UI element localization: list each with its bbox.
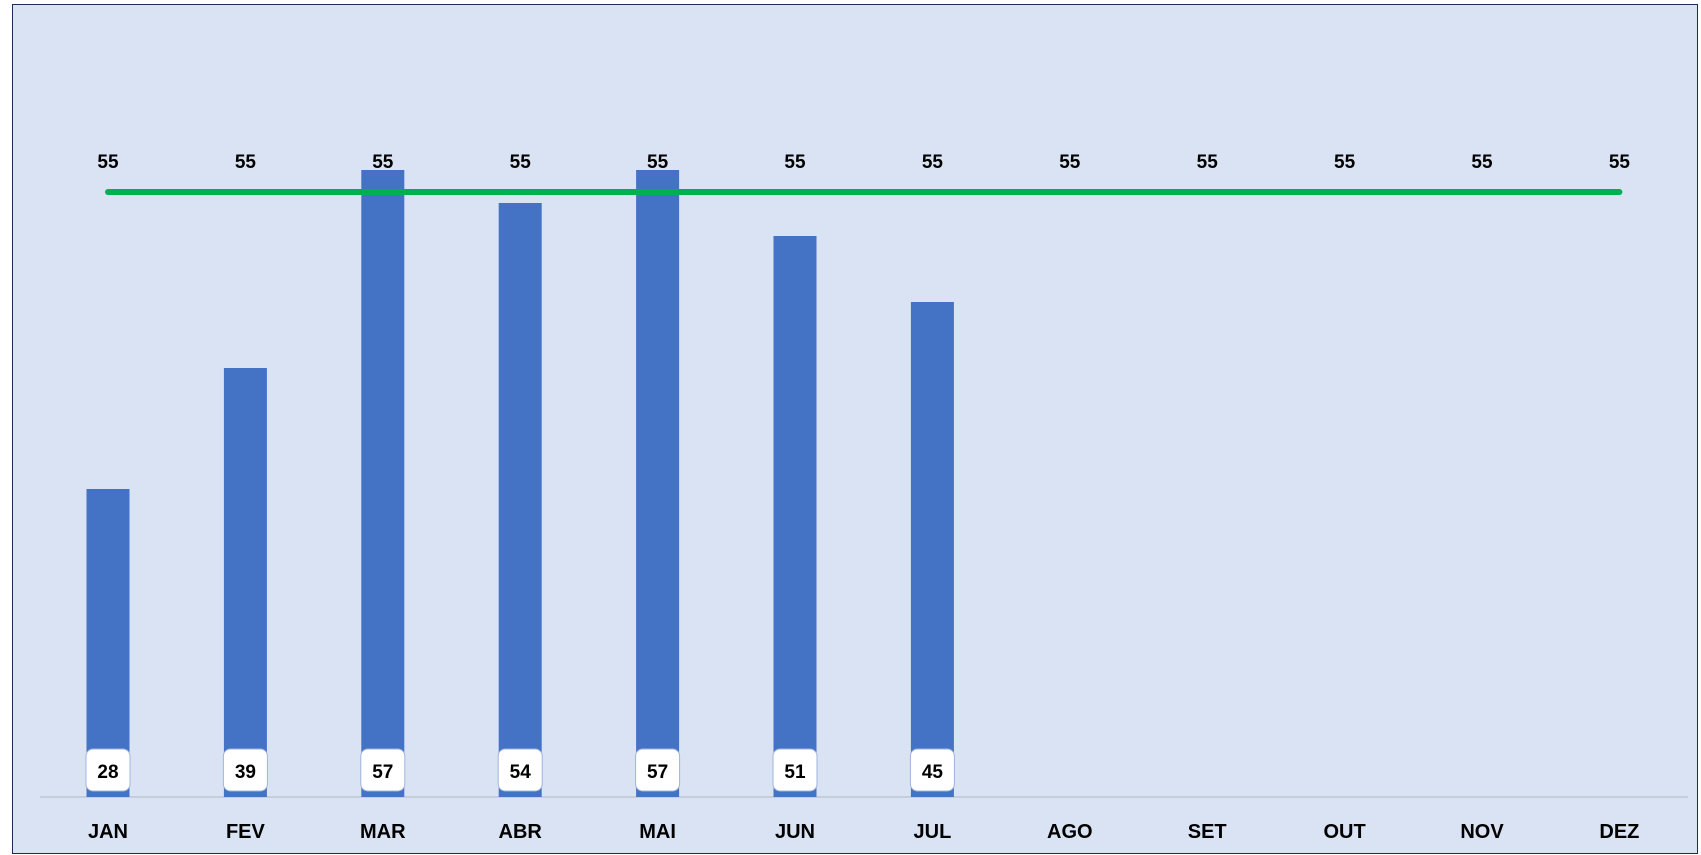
target-data-label: 55 bbox=[97, 152, 119, 173]
bar-data-label: 54 bbox=[510, 762, 532, 783]
x-tick-label: MAR bbox=[360, 821, 406, 843]
bar-fev bbox=[223, 368, 267, 797]
bar-data-label: 39 bbox=[235, 762, 256, 783]
bar-data-label: 51 bbox=[784, 762, 806, 783]
x-tick-label: AGO bbox=[1047, 821, 1093, 843]
target-data-label: 55 bbox=[1197, 152, 1219, 173]
target-data-label: 55 bbox=[1471, 152, 1493, 173]
target-data-label: 55 bbox=[784, 152, 806, 173]
x-tick-label: JAN bbox=[88, 821, 128, 843]
bar-data-label: 45 bbox=[922, 762, 944, 783]
bar-data-label-box bbox=[909, 748, 955, 792]
bar-data-label-box bbox=[85, 748, 131, 792]
x-tick-label: MAI bbox=[639, 821, 676, 843]
x-tick-label: SET bbox=[1188, 821, 1227, 843]
bar-abr bbox=[498, 203, 542, 797]
target-data-label: 55 bbox=[1059, 152, 1081, 173]
x-tick-label: DEZ bbox=[1599, 821, 1639, 843]
bar-data-label-box bbox=[772, 748, 818, 792]
bar-jun bbox=[773, 236, 817, 797]
bar-data-label-box bbox=[497, 748, 543, 792]
x-tick-label: JUN bbox=[775, 821, 815, 843]
x-tick-label: FEV bbox=[226, 821, 266, 843]
bar-jul bbox=[910, 302, 954, 797]
bar-data-label: 57 bbox=[647, 762, 668, 783]
bar-data-label-box bbox=[635, 748, 681, 792]
target-data-label: 55 bbox=[235, 152, 257, 173]
target-data-label: 55 bbox=[1334, 152, 1356, 173]
bar-mai bbox=[636, 170, 680, 797]
x-tick-label: NOV bbox=[1460, 821, 1504, 843]
bar-jan bbox=[86, 489, 130, 797]
target-data-label: 55 bbox=[372, 152, 394, 173]
bar-mar bbox=[361, 170, 405, 797]
target-data-label: 55 bbox=[922, 152, 944, 173]
bar-data-label-box bbox=[222, 748, 268, 792]
x-tick-label: JUL bbox=[914, 821, 952, 843]
bar-data-label-box bbox=[360, 748, 406, 792]
bar-data-label: 28 bbox=[97, 762, 118, 783]
bar-data-label: 57 bbox=[372, 762, 393, 783]
x-tick-label: OUT bbox=[1323, 821, 1365, 843]
target-data-label: 55 bbox=[647, 152, 669, 173]
target-data-label: 55 bbox=[510, 152, 532, 173]
x-tick-label: ABR bbox=[499, 821, 543, 843]
target-data-label: 55 bbox=[1609, 152, 1631, 173]
chart-area bbox=[12, 4, 1698, 854]
